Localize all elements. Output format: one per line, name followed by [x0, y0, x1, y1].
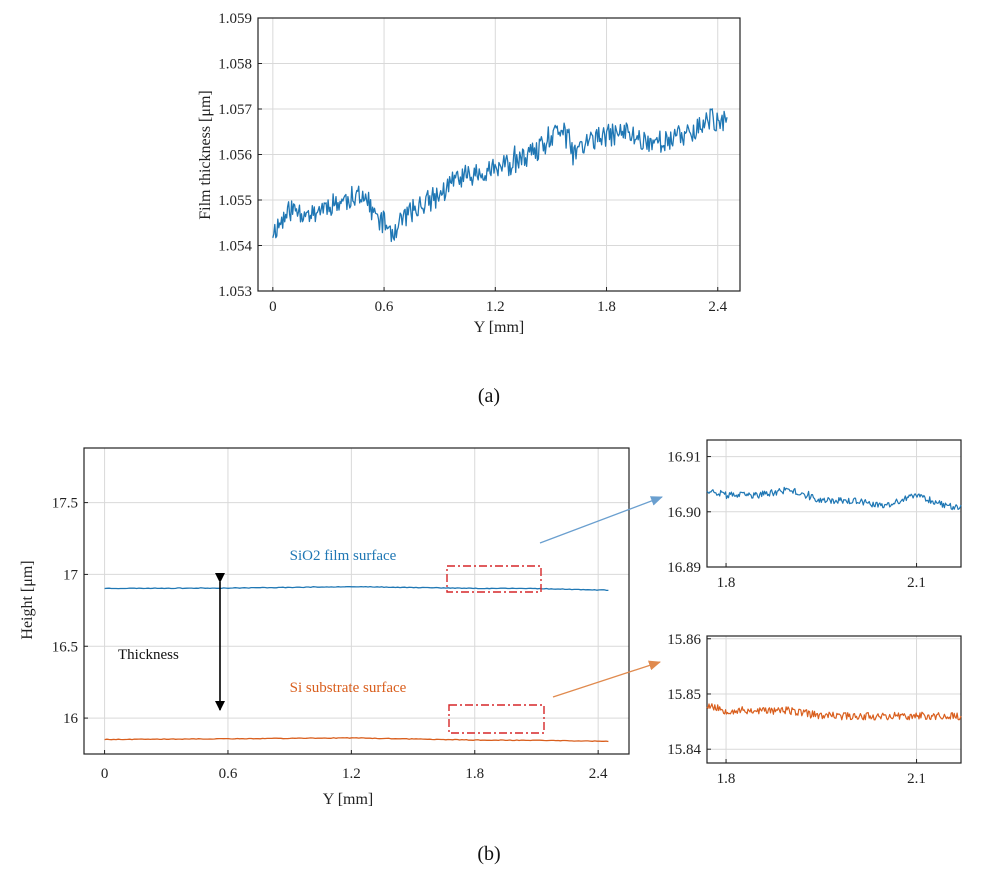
- x-tick-label: 1.8: [717, 575, 736, 591]
- x-tick-label: 1.8: [717, 771, 736, 787]
- x-tick-label: 0: [101, 766, 109, 782]
- panel-a-xlabel: Y [mm]: [474, 319, 525, 336]
- x-tick-label: 1.8: [597, 299, 616, 315]
- series-line-s0: [706, 703, 962, 721]
- panel-a-frame: [257, 17, 741, 292]
- zoom-box-top: [446, 565, 542, 593]
- annotation-sio2-film: SiO2 film surface: [290, 548, 397, 564]
- inset-top-tick-labels: 1.8 2.1 16.89 16.90 16.91: [667, 450, 926, 591]
- panel-b-frame: [83, 447, 630, 755]
- panel-a-series: [272, 108, 728, 243]
- caption-b: (b): [477, 843, 500, 865]
- series-line-sio2-film-surface: [104, 585, 609, 592]
- panel-b-grid: [84, 448, 629, 754]
- annotation-thickness: Thickness: [118, 647, 179, 663]
- y-tick-label: 1.057: [218, 102, 252, 118]
- inset-top-frame: [706, 439, 962, 568]
- x-tick-label: 1.8: [465, 766, 484, 782]
- x-tick-label: 0: [269, 299, 277, 315]
- x-tick-label: 0.6: [219, 766, 238, 782]
- panel-b-series: [104, 585, 609, 743]
- y-tick-label: 1.056: [218, 148, 252, 164]
- inset-bottom-chart: 1.8 2.1 15.84 15.85 15.86: [667, 632, 962, 787]
- x-tick-label: 2.4: [589, 766, 608, 782]
- annotation-si-substrate: Si substrate surface: [290, 680, 407, 696]
- y-tick-label: 17: [63, 567, 79, 583]
- inset-bottom-tick-labels: 1.8 2.1 15.84 15.85 15.86: [667, 632, 926, 787]
- series-line-si-substrate-surface: [104, 737, 609, 743]
- y-tick-label: 17.5: [52, 496, 78, 512]
- panel-a-chart: 0 0.6 1.2 1.8 2.4 1.053 1.054 1.055 1.056 1.057 1.…: [197, 11, 741, 336]
- x-tick-label: 2.1: [907, 575, 926, 591]
- x-tick-label: 1.2: [342, 766, 361, 782]
- y-tick-label: 16.5: [52, 639, 78, 655]
- panel-a-grid: [258, 17, 740, 292]
- y-tick-label: 1.054: [218, 239, 252, 255]
- y-tick-label: 15.86: [667, 632, 701, 648]
- pointer-arrow-bottom: [552, 660, 661, 698]
- caption-a: (a): [478, 385, 500, 407]
- inset-bottom-series: [706, 703, 962, 721]
- y-tick-label: 16.91: [667, 450, 701, 466]
- y-tick-label: 15.85: [667, 687, 701, 703]
- y-tick-label: 15.84: [667, 742, 701, 758]
- panel-b-xlabel: Y [mm]: [323, 791, 374, 808]
- y-tick-label: 1.058: [218, 57, 252, 73]
- panel-a-ylabel: Film thickness [μm]: [197, 90, 214, 219]
- series-line-s0: [272, 108, 728, 243]
- series-line-s0: [706, 486, 962, 511]
- x-tick-label: 2.1: [907, 771, 926, 787]
- x-tick-label: 0.6: [375, 299, 394, 315]
- y-tick-label: 1.055: [218, 193, 252, 209]
- inset-bottom-frame: [706, 635, 962, 764]
- y-tick-label: 1.053: [218, 284, 252, 300]
- panel-b-chart: 0 0.6 1.2 1.8 2.4 16 16.5 17 17.5 Y [mm] Height …: [19, 447, 630, 808]
- inset-top-chart: 1.8 2.1 16.89 16.90 16.91: [667, 439, 962, 591]
- y-tick-label: 16.89: [667, 560, 701, 576]
- y-tick-label: 16: [63, 711, 79, 727]
- panel-b-ylabel: Height [μm]: [19, 560, 36, 639]
- panel-b-tick-labels: 0 0.6 1.2 1.8 2.4 16 16.5 17 17.5: [52, 496, 608, 782]
- y-tick-label: 16.90: [667, 505, 701, 521]
- x-tick-label: 1.2: [486, 299, 505, 315]
- x-tick-label: 2.4: [708, 299, 727, 315]
- inset-bottom-grid: [707, 636, 961, 763]
- y-tick-label: 1.059: [218, 11, 252, 27]
- panel-a-tick-labels: 0 0.6 1.2 1.8 2.4 1.053 1.054 1.055 1.056 1.057 1.…: [218, 11, 727, 315]
- pointer-arrow-top: [539, 496, 663, 544]
- zoom-box-bottom: [448, 704, 545, 734]
- inset-top-series: [706, 486, 962, 511]
